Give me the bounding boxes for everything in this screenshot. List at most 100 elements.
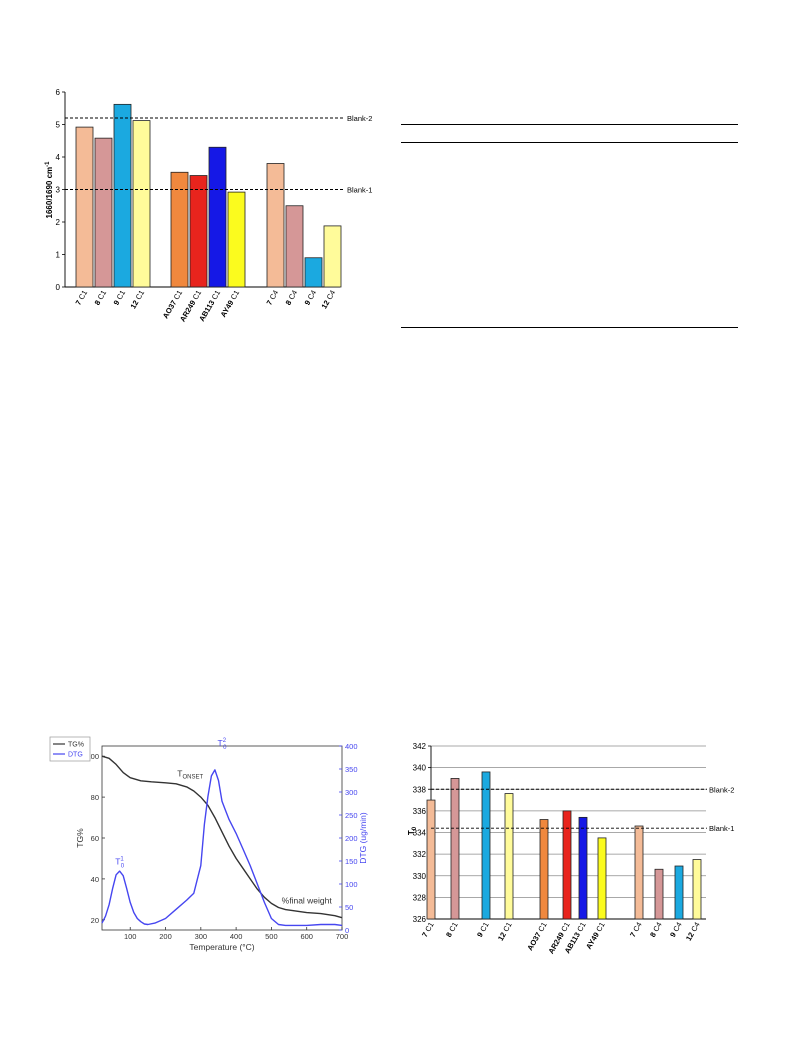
annotation-sup: 1 xyxy=(120,857,124,863)
category-sub-label: C1 xyxy=(535,921,549,936)
bar xyxy=(113,103,132,288)
annotation: T1 0 xyxy=(115,857,125,870)
category-sub-label: C1 xyxy=(114,289,128,304)
category-sub-label: C4 xyxy=(670,921,684,936)
y-tick-label: 334 xyxy=(413,829,427,838)
x-tick-label: 100 xyxy=(124,932,137,941)
bar xyxy=(426,799,436,920)
bar xyxy=(189,175,208,288)
y-axis-title: T0 xyxy=(407,826,418,835)
y-axis-title-sub: 0 xyxy=(412,826,418,830)
tg-dtg-line-chart: 100 200 300 400 500 600 7002040608010005010015… xyxy=(49,736,368,952)
legend-box xyxy=(49,736,91,762)
annotation-sub: 0 xyxy=(223,745,227,751)
bar xyxy=(578,816,588,920)
bar xyxy=(539,819,549,920)
bar xyxy=(481,771,491,920)
y-tick-label: 60 xyxy=(91,834,99,843)
dtg-series-line xyxy=(101,769,343,927)
x-tick-label: 8 C4 xyxy=(648,921,664,939)
x-tick-label: 400 xyxy=(230,932,243,941)
category-sub-label: C1 xyxy=(558,921,572,936)
bar xyxy=(304,257,323,288)
category-sub-label: C1 xyxy=(133,289,147,304)
x-tick-label: 600 xyxy=(300,932,313,941)
category-sub-label: C1 xyxy=(500,921,514,936)
y-tick-label: 40 xyxy=(91,875,99,884)
y2-tick-label: 250 xyxy=(345,811,358,820)
x-tick-label: AO37 C1 xyxy=(525,921,548,953)
bar xyxy=(654,868,664,920)
bar xyxy=(450,778,460,920)
category-main-label: 8 xyxy=(93,299,103,307)
bar xyxy=(323,225,342,288)
x-axis-title: Temperature (°C) xyxy=(189,942,254,952)
reference-line-label: Blank-1 xyxy=(709,824,734,833)
category-main-label: 8 xyxy=(284,299,294,307)
y-tick-label: 0 xyxy=(56,283,61,292)
category-sub-label: C1 xyxy=(209,289,223,304)
category-sub-label: C1 xyxy=(171,289,185,304)
category-main-label: 7 xyxy=(74,299,84,307)
y-tick-label: 20 xyxy=(91,916,99,925)
y-tick-label: 100 xyxy=(86,752,99,761)
category-main-label: 9 xyxy=(303,299,313,307)
y2-tick-label: 400 xyxy=(345,742,358,751)
bar xyxy=(227,191,246,288)
category-sub-label: C1 xyxy=(190,289,204,304)
bar xyxy=(674,865,684,920)
x-tick-label: 8 C1 xyxy=(444,921,460,939)
y-tick-label: 6 xyxy=(56,88,61,97)
category-sub-label: C1 xyxy=(477,921,491,936)
x-tick-label: 12 C1 xyxy=(496,921,514,943)
x-tick-label: 300 xyxy=(195,932,208,941)
category-sub-label: C1 xyxy=(593,921,607,936)
x-tick-label: 7 C1 xyxy=(74,289,90,307)
category-sub-label: C4 xyxy=(324,289,338,304)
y-tick-label: 3 xyxy=(56,186,61,195)
y2-tick-label: 100 xyxy=(345,880,358,889)
annotation-sub: 0 xyxy=(121,864,125,870)
table-top-rule xyxy=(401,124,738,125)
y-tick-label: 336 xyxy=(413,807,427,816)
annotation-sub: ONSET xyxy=(183,775,204,781)
bar xyxy=(692,859,702,920)
y2-tick-label: 150 xyxy=(345,857,358,866)
category-main-label: 7 xyxy=(420,931,430,939)
y-tick-label: 5 xyxy=(56,121,61,130)
tg-series-line xyxy=(101,755,343,919)
y-tick-label: 4 xyxy=(56,153,61,162)
category-main-label: 9 xyxy=(475,931,485,939)
category-main-label: 8 xyxy=(444,931,454,939)
reference-line-label: Blank-2 xyxy=(709,785,734,794)
y-tick-label: 2 xyxy=(56,218,61,227)
x-tick-label: 700 xyxy=(336,932,349,941)
y-tick-label: 340 xyxy=(413,764,427,773)
x-tick-label: 8 C4 xyxy=(284,289,300,307)
legend-entry: TG% xyxy=(68,742,84,749)
legend-entry: DTG xyxy=(68,752,83,759)
y2-tick-label: 300 xyxy=(345,788,358,797)
y2-axis-title: DTG (ug/min) xyxy=(358,812,368,864)
x-tick-label: 7 C4 xyxy=(265,289,281,307)
annotation-sup: 2 xyxy=(223,738,227,744)
annotation: TONSET xyxy=(177,769,203,781)
x-tick-label: 9 C1 xyxy=(475,921,491,939)
x-tick-label: 12 C1 xyxy=(128,289,146,311)
y-tick-label: 328 xyxy=(413,893,427,902)
table-bottom-rule xyxy=(401,327,738,328)
bar xyxy=(634,825,644,920)
annotation: T2 0 xyxy=(218,738,228,751)
x-tick-label: 12 C4 xyxy=(319,289,337,311)
y-tick-label: 330 xyxy=(413,872,427,881)
category-sub-label: C1 xyxy=(446,921,460,936)
table-header-rule xyxy=(401,142,738,143)
y-tick-label: 332 xyxy=(413,850,427,859)
bar xyxy=(285,205,304,288)
category-main-label: 8 xyxy=(648,931,658,939)
annotation-text: T xyxy=(177,769,182,779)
y-axis-title: TG% xyxy=(75,828,85,848)
x-tick-label: 200 xyxy=(159,932,172,941)
